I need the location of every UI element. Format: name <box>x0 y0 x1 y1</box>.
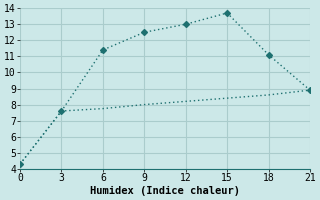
X-axis label: Humidex (Indice chaleur): Humidex (Indice chaleur) <box>90 186 240 196</box>
